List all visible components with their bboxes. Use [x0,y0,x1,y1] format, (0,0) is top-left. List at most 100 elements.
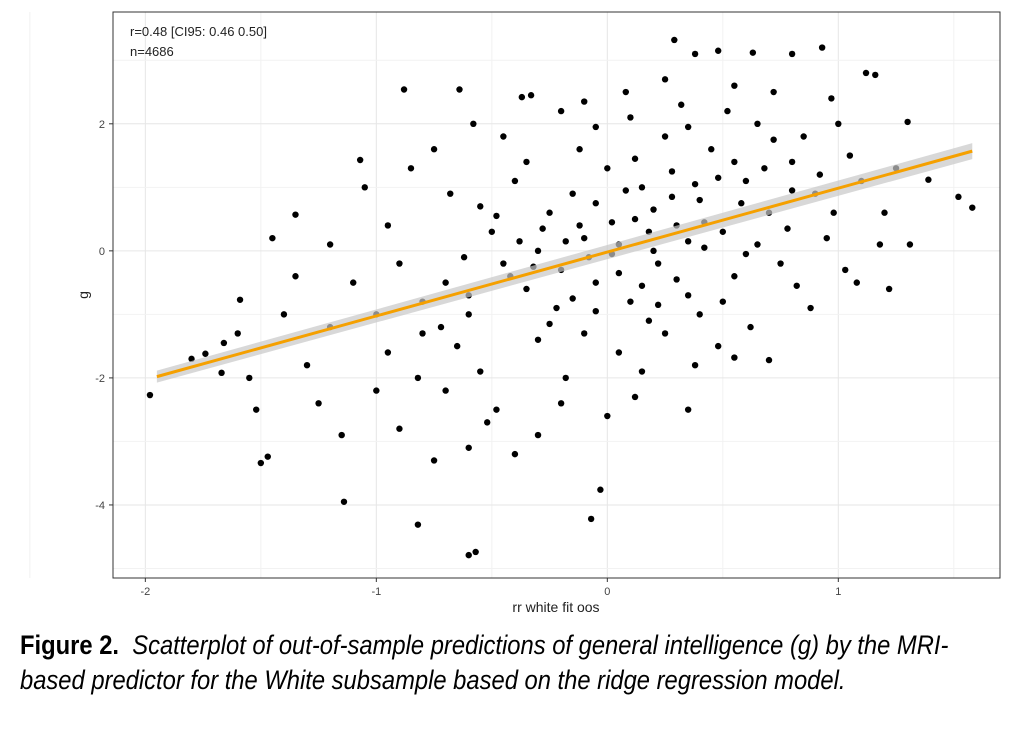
data-point [576,222,583,229]
data-point [562,238,569,245]
data-point [823,234,830,242]
data-point [280,311,288,318]
data-point [326,241,334,248]
plot-border [112,11,1001,579]
data-point [853,279,860,286]
data-point [465,444,472,451]
data-point [414,521,422,528]
data-point [442,279,449,286]
data-point [384,222,392,229]
data-point [407,165,415,172]
data-point [465,311,472,318]
data-point [419,330,426,337]
data-point [518,93,526,101]
x-axis-label: rr white fit oos [512,599,599,615]
data-point [691,361,699,369]
grid-lines [29,12,1000,578]
data-point [691,180,699,188]
data-point [807,304,814,312]
data-point [754,120,761,128]
data-point [654,260,662,267]
data-point [696,196,703,204]
data-point [361,184,368,191]
data-point [830,209,837,216]
data-point [631,393,639,401]
data-point [671,36,678,44]
data-point [587,515,595,523]
data-point [442,387,449,394]
data-point [546,320,553,328]
data-point [631,215,639,223]
data-point [925,176,932,183]
data-point [661,133,669,140]
data-point [631,155,639,162]
data-point [742,177,750,185]
data-point [592,279,599,286]
data-point [684,406,692,413]
scatterplot: -2 -1 0 1 -4 -2 0 2 r=0.48 [CI95: 0.46 0.50] n=… [29,11,1001,615]
data-point [828,95,835,102]
data-point [562,374,569,382]
axis-ticks: -2 -1 0 1 -4 -2 0 2 [95,119,841,598]
data-point [430,146,438,153]
data-point [668,168,676,175]
data-point [738,200,745,207]
data-point [581,234,588,242]
data-point [576,146,583,153]
data-point [788,50,796,58]
data-point [800,133,807,140]
data-point [484,419,491,426]
data-point [470,120,477,128]
data-point [604,165,611,172]
data-point [876,241,884,248]
data-point [747,323,754,331]
x-tick-label: -2 [140,586,150,598]
data-point [835,120,842,128]
data-point [534,336,542,343]
data-point [761,165,768,172]
data-point [684,123,692,131]
data-point [816,171,824,178]
data-point [472,548,479,556]
data-point [592,307,599,315]
regression-line [156,143,973,383]
data-point [569,295,576,302]
data-point [673,276,680,283]
data-point [627,298,634,305]
data-point [511,177,519,185]
data-point [678,101,685,108]
data-point [534,431,542,439]
data-point [731,354,738,361]
data-point [581,330,588,337]
data-point [414,374,422,382]
data-point [604,412,611,420]
y-tick-label: -2 [95,373,105,385]
x-tick-label: -1 [371,586,381,598]
figure-caption: Figure 2. Scatterplot of out-of-sample p… [20,628,1006,698]
data-point [253,406,260,413]
data-point [430,457,438,464]
data-point [627,114,634,121]
data-point [770,88,777,96]
data-point [516,238,523,245]
data-point [396,425,403,432]
data-point [315,400,322,407]
data-point [493,406,500,413]
data-point [303,361,311,369]
data-point [234,330,241,337]
data-point [765,356,773,364]
data-point [654,301,662,309]
data-point [350,279,357,286]
data-point [622,187,629,194]
data-point [615,349,623,356]
data-point [906,241,914,248]
data-points [146,36,976,559]
data-point [356,156,364,164]
data-point [553,304,560,312]
data-point [904,118,911,126]
figure-label: Figure 2. [20,630,120,660]
data-point [885,285,893,293]
data-point [292,211,299,218]
data-point [447,190,454,197]
data-point [338,431,345,439]
